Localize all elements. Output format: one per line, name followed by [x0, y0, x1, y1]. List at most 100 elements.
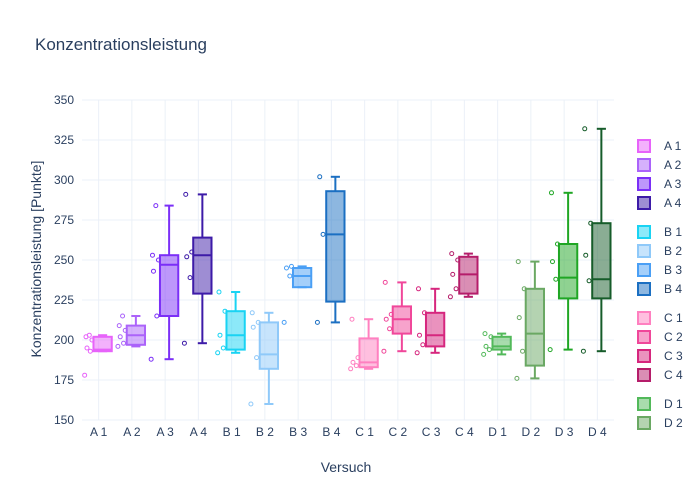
data-point [249, 310, 255, 316]
box-body [258, 321, 280, 370]
data-point [547, 347, 553, 353]
legend-item-c4[interactable]: C 4 [637, 368, 683, 382]
box-body [225, 310, 246, 351]
legend-item-a3[interactable]: A 3 [637, 177, 682, 191]
x-tick-labels: A 1 A 2 A 3 A 4 B 1 B 2 B 3 B 4 C 1 C 2 C 3 C 4 D 1 D… [90, 425, 607, 439]
legend-item-c1[interactable]: C 1 [637, 311, 683, 325]
legend-label: C 3 [664, 349, 683, 363]
box-body [557, 243, 579, 300]
legend-item-d1[interactable]: D 1 [637, 397, 683, 411]
legend-item-b1[interactable]: B 1 [637, 225, 682, 239]
legend-item-a2[interactable]: A 2 [637, 158, 682, 172]
legend-swatch [637, 158, 651, 172]
box-a2 [115, 313, 147, 349]
x-tick-label: C 1 [355, 425, 374, 439]
data-point [481, 351, 487, 357]
x-tick-label: B 4 [322, 425, 340, 439]
data-point [415, 286, 421, 292]
data-point [350, 359, 356, 365]
y-tick-labels: 150 175 200 225 250 275 300 325 350 [54, 93, 74, 427]
x-axis-title: Versuch [321, 459, 372, 475]
data-point [250, 324, 256, 330]
y-tick-label: 175 [54, 373, 74, 387]
data-point [486, 347, 492, 353]
box-d4 [580, 126, 612, 354]
legend-label: C 1 [664, 311, 683, 325]
legend-item-b3[interactable]: B 3 [637, 263, 682, 277]
data-point [447, 294, 453, 300]
box-body [92, 335, 113, 353]
legend-item-a4[interactable]: A 4 [637, 196, 682, 210]
legend-swatch [637, 263, 651, 277]
legend-label: A 3 [664, 177, 682, 191]
data-point [115, 343, 121, 349]
data-point [216, 289, 222, 295]
data-point [220, 345, 226, 351]
data-point [349, 316, 355, 322]
data-point [153, 203, 159, 209]
legend-swatch [637, 282, 651, 296]
data-point [320, 231, 326, 237]
legend-label: B 1 [664, 225, 682, 239]
x-tick-label: D 1 [488, 425, 507, 439]
box-body [424, 311, 446, 348]
data-point [288, 263, 294, 269]
data-point [514, 375, 520, 381]
box-body [325, 190, 346, 303]
legend[interactable]: A 1 A 2 A 3 A 4 B 1 B 2 B 3 B 4 C 1 C 2 C 3 C 4 D 1 D… [637, 139, 683, 430]
legend-item-c3[interactable]: C 3 [637, 349, 683, 363]
data-point [421, 310, 427, 316]
data-point [155, 257, 161, 263]
legend-item-b4[interactable]: B 4 [637, 282, 682, 296]
data-point [582, 126, 588, 132]
legend-swatch [637, 416, 651, 430]
data-point [117, 334, 123, 340]
legend-item-a1[interactable]: A 1 [637, 139, 682, 153]
box-c3 [414, 286, 446, 356]
box-d2 [514, 259, 546, 381]
legend-swatch [637, 177, 651, 191]
box-body [291, 267, 313, 289]
box-b2 [248, 310, 280, 407]
legend-item-d2[interactable]: D 2 [637, 416, 683, 430]
data-point [355, 355, 361, 361]
box-body [491, 335, 512, 351]
data-point [215, 350, 221, 356]
legend-swatch [637, 311, 651, 325]
data-point [515, 259, 521, 265]
box-b4 [314, 174, 346, 325]
box-body [158, 254, 180, 317]
data-point [414, 350, 420, 356]
data-point [382, 279, 388, 285]
data-point [588, 220, 594, 226]
y-axis-title: Konzentrationsleistung [Punkte] [28, 161, 44, 358]
box-c1 [348, 316, 379, 372]
x-tick-label: D 4 [588, 425, 607, 439]
data-point [586, 278, 592, 284]
y-tick-label: 275 [54, 213, 74, 227]
box-a1 [82, 332, 113, 378]
legend-swatch [637, 139, 651, 153]
legend-label: D 2 [664, 416, 683, 430]
box-plots [82, 126, 612, 407]
legend-item-c2[interactable]: C 2 [637, 330, 683, 344]
box-body [524, 287, 546, 367]
legend-swatch [637, 330, 651, 344]
box-body [192, 236, 213, 295]
chart-title: Konzentrationsleistung [35, 35, 207, 54]
data-point [548, 190, 554, 196]
data-point [121, 340, 127, 346]
legend-item-b2[interactable]: B 2 [637, 244, 682, 258]
data-point [154, 313, 160, 319]
data-point [148, 356, 154, 362]
data-point [580, 348, 586, 354]
legend-label: B 3 [664, 263, 682, 277]
data-point [122, 327, 128, 333]
data-point [281, 319, 287, 325]
x-tick-label: B 2 [256, 425, 274, 439]
data-point [317, 174, 323, 180]
data-point [381, 348, 387, 354]
data-point [353, 363, 359, 369]
x-tick-label: D 2 [522, 425, 541, 439]
